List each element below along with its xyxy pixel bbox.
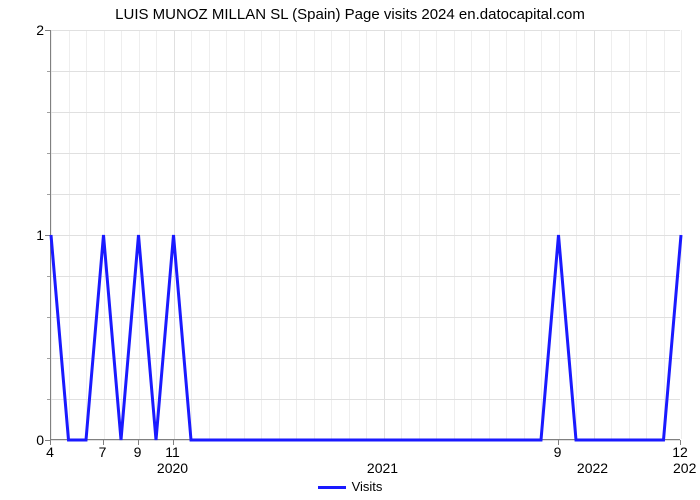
series-line [51, 30, 681, 440]
legend-swatch [318, 486, 346, 489]
x-year-label: 2020 [157, 460, 188, 476]
x-tick-mark [558, 440, 559, 445]
x-tick-label: 12 [672, 444, 688, 460]
y-tick-label: 2 [4, 22, 44, 38]
x-tick-label: 9 [554, 444, 562, 460]
x-tick-label: 7 [99, 444, 107, 460]
grid-minor-vertical [681, 30, 682, 439]
x-year-label: 2022 [577, 460, 608, 476]
y-tick-label: 1 [4, 227, 44, 243]
x-tick-mark [138, 440, 139, 445]
x-tick-mark [173, 440, 174, 445]
x-tick-mark [50, 440, 51, 445]
plot-area [50, 30, 680, 440]
chart-title: LUIS MUNOZ MILLAN SL (Spain) Page visits… [0, 6, 700, 23]
x-tick-mark [680, 440, 681, 445]
x-tick-label: 11 [165, 444, 180, 460]
x-tick-label: 4 [46, 444, 54, 460]
x-year-label: 2021 [367, 460, 398, 476]
y-tick-label: 0 [4, 432, 44, 448]
legend: Visits [0, 479, 700, 494]
x-tick-label: 9 [134, 444, 142, 460]
x-tick-mark [103, 440, 104, 445]
chart-container: LUIS MUNOZ MILLAN SL (Spain) Page visits… [0, 0, 700, 500]
x-year-label-truncated: 202 [673, 460, 696, 476]
legend-label: Visits [352, 479, 383, 494]
